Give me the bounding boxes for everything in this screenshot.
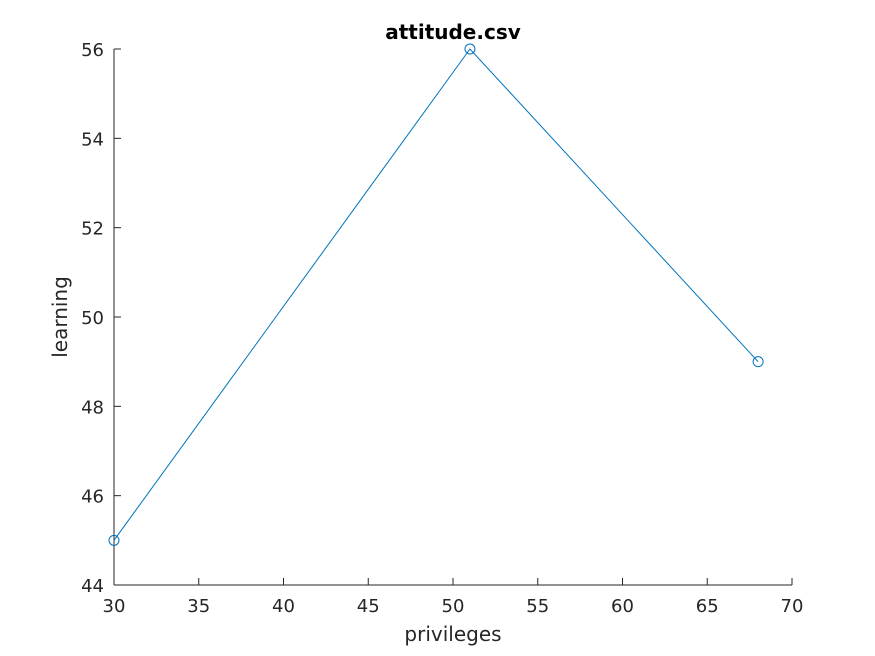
x-tick-label: 50 xyxy=(442,596,465,617)
chart-title: attitude.csv xyxy=(385,20,521,44)
x-tick-label: 55 xyxy=(526,596,549,617)
y-tick-label: 50 xyxy=(81,308,104,329)
x-tick-label: 30 xyxy=(103,596,126,617)
data-point xyxy=(752,356,764,368)
y-tick-label: 44 xyxy=(81,576,104,597)
y-tick-label: 48 xyxy=(81,397,104,418)
x-tick-label: 60 xyxy=(611,596,634,617)
series-marks xyxy=(108,43,764,546)
data-point xyxy=(108,534,120,546)
x-tick-label: 35 xyxy=(187,596,210,617)
y-tick-label: 56 xyxy=(81,40,104,61)
data-point xyxy=(464,43,476,55)
y-tick-label: 54 xyxy=(81,129,104,150)
series-line xyxy=(113,48,759,541)
x-axis-label: privileges xyxy=(404,622,501,646)
x-tick-label: 65 xyxy=(696,596,719,617)
y-tick-label: 52 xyxy=(81,219,104,240)
y-axis-label: learning xyxy=(48,276,72,358)
y-tick-label: 46 xyxy=(81,487,104,508)
x-tick-label: 45 xyxy=(357,596,380,617)
x-tick-label: 70 xyxy=(781,596,804,617)
plot-axes: 30 35 40 45 50 55 60 65 70 44 46 48 50 52 54 56 xyxy=(81,40,803,617)
x-tick-label: 40 xyxy=(272,596,295,617)
